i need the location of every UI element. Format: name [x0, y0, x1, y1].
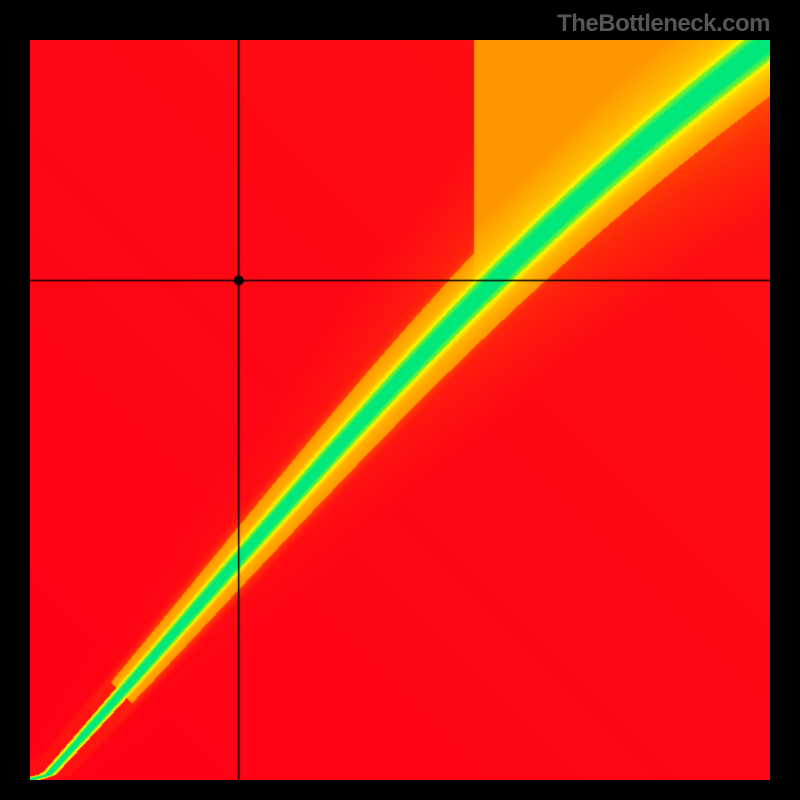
heatmap-canvas	[30, 40, 770, 780]
watermark-label: TheBottleneck.com	[557, 10, 770, 38]
chart-container: TheBottleneck.com	[0, 0, 800, 800]
heatmap-plot	[30, 40, 770, 780]
